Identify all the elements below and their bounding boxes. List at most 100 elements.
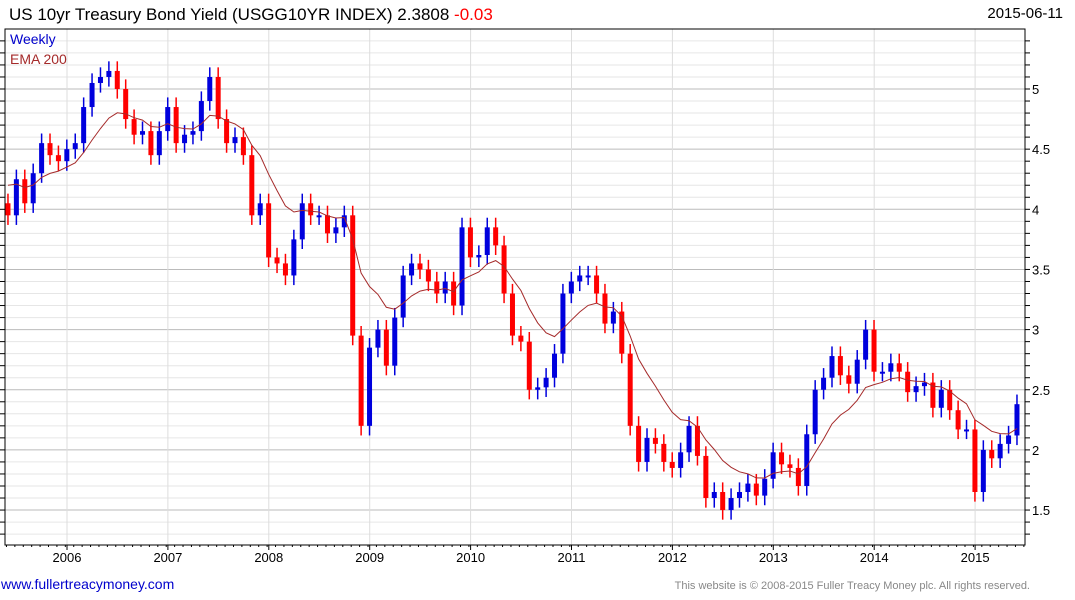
- y-tick-label: 2: [1032, 443, 1039, 458]
- price-bar: [560, 293, 566, 354]
- price-bar: [770, 452, 776, 479]
- price-bar: [55, 155, 61, 162]
- y-tick-label: 2.5: [1032, 383, 1050, 398]
- price-bar: [400, 275, 406, 318]
- price-bar: [224, 119, 230, 144]
- price-bar: [779, 452, 785, 465]
- price-bar: [114, 70, 120, 89]
- price-bar: [156, 131, 162, 156]
- price-bar: [627, 353, 633, 426]
- price-bar: [123, 89, 129, 120]
- y-tick-label: 1.5: [1032, 503, 1050, 518]
- price-bar: [459, 227, 465, 306]
- price-bar: [182, 134, 188, 144]
- price-bar: [30, 173, 36, 204]
- price-bar: [207, 76, 213, 102]
- price-bar: [602, 293, 608, 324]
- price-bar: [341, 215, 347, 228]
- price-bar: [955, 410, 961, 430]
- price-bar: [409, 263, 415, 276]
- price-bar: [804, 434, 810, 486]
- price-bar: [594, 275, 600, 294]
- price-bar: [728, 498, 734, 511]
- price-bar: [753, 483, 759, 496]
- chart-date: 2015-06-11: [987, 5, 1063, 22]
- price-bar: [148, 131, 154, 156]
- price-bar: [39, 143, 45, 174]
- price-bar: [173, 107, 179, 144]
- price-bar: [913, 386, 919, 393]
- price-bar: [509, 293, 515, 336]
- price-bar: [324, 215, 330, 234]
- price-bar: [484, 227, 490, 256]
- price-bar: [526, 341, 532, 390]
- price-bar: [736, 492, 742, 499]
- price-bar: [947, 389, 953, 411]
- price-bar: [619, 311, 625, 354]
- price-bar: [97, 76, 103, 83]
- copyright-notice: This website is © 2008-2015 Fuller Treac…: [674, 580, 1030, 592]
- price-bar: [106, 70, 112, 77]
- price-bar: [131, 119, 137, 135]
- price-bar: [467, 227, 473, 258]
- y-tick-label: 4: [1032, 202, 1039, 217]
- price-bar: [442, 281, 448, 294]
- price-bar: [240, 137, 246, 156]
- price-bar: [358, 335, 364, 426]
- y-tick-label: 4.5: [1032, 142, 1050, 157]
- price-bar: [22, 179, 28, 204]
- price-bar: [720, 492, 726, 511]
- price-bar: [392, 317, 398, 366]
- price-bar: [652, 437, 658, 444]
- price-bar: [257, 203, 263, 216]
- change-value: -0.03: [454, 5, 493, 24]
- price-bar: [568, 281, 574, 294]
- y-tick-label: 3: [1032, 323, 1039, 338]
- site-link[interactable]: www.fullertreacymoney.com: [1, 576, 175, 592]
- price-bar: [703, 455, 709, 499]
- x-tick-label: 2015: [961, 550, 990, 565]
- price-bar: [661, 443, 667, 462]
- price-bar: [333, 227, 339, 234]
- price-bar: [921, 382, 927, 387]
- price-bar: [425, 269, 431, 282]
- price-bar: [694, 425, 700, 456]
- x-tick-label: 2009: [355, 550, 384, 565]
- price-bar: [745, 483, 751, 493]
- price-bar: [1014, 404, 1020, 436]
- price-bar: [72, 143, 78, 150]
- price-bar: [669, 461, 675, 468]
- y-tick-label: 3.5: [1032, 262, 1050, 277]
- price-bar: [829, 356, 835, 378]
- x-tick-label: 2010: [456, 550, 485, 565]
- price-bar: [552, 353, 558, 378]
- legend-weekly: Weekly: [10, 31, 56, 47]
- price-bar: [1006, 435, 1012, 444]
- price-bar: [232, 137, 238, 144]
- x-tick-label: 2011: [558, 550, 586, 565]
- price-bar: [190, 131, 196, 135]
- price-bar: [165, 107, 171, 132]
- price-bar: [299, 203, 305, 240]
- price-bar: [972, 429, 978, 493]
- price-bar: [577, 275, 583, 282]
- price-bar: [837, 356, 843, 376]
- price-bar: [215, 76, 221, 120]
- legend-ema: EMA 200: [10, 51, 67, 67]
- price-bar: [476, 255, 482, 258]
- price-bar: [81, 107, 87, 144]
- price-bar: [291, 239, 297, 276]
- price-bar: [795, 467, 801, 486]
- price-bar: [383, 329, 389, 366]
- ema-line: [7, 112, 1018, 479]
- price-bar: [417, 263, 423, 270]
- x-tick-label: 2013: [759, 550, 788, 565]
- price-bar: [636, 425, 642, 462]
- price-bar: [846, 375, 852, 384]
- price-bar: [964, 429, 970, 432]
- y-tick-label: 5: [1032, 82, 1039, 97]
- price-bar: [871, 329, 877, 372]
- x-tick-label: 2008: [254, 550, 283, 565]
- price-bar: [47, 143, 53, 156]
